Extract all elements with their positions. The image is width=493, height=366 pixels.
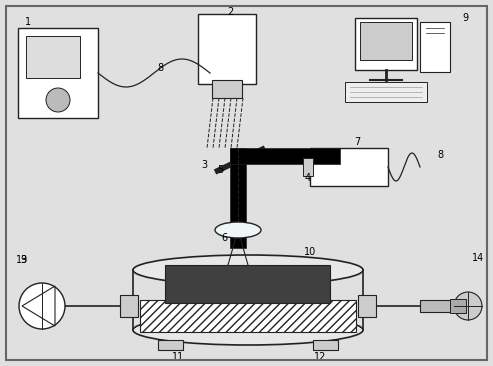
Text: 11: 11 xyxy=(172,352,184,362)
Bar xyxy=(18,28,98,118)
Bar xyxy=(355,18,417,70)
Text: 2: 2 xyxy=(227,7,233,17)
Bar xyxy=(313,340,338,350)
Bar xyxy=(303,158,313,176)
Bar xyxy=(165,265,330,303)
Text: 10: 10 xyxy=(304,247,316,257)
Bar xyxy=(420,300,452,312)
Ellipse shape xyxy=(215,222,261,238)
Text: 4: 4 xyxy=(305,173,311,183)
Ellipse shape xyxy=(19,283,65,329)
Text: 12: 12 xyxy=(314,352,326,362)
Bar xyxy=(310,148,388,186)
Text: 3: 3 xyxy=(201,160,207,170)
Text: 1: 1 xyxy=(25,17,31,27)
Text: 6: 6 xyxy=(221,233,227,243)
Text: 14: 14 xyxy=(472,253,484,263)
Ellipse shape xyxy=(454,292,482,320)
Ellipse shape xyxy=(133,255,363,285)
Bar xyxy=(358,295,376,317)
Bar xyxy=(230,148,246,248)
Bar xyxy=(120,295,138,317)
Bar xyxy=(360,22,412,60)
Bar xyxy=(420,22,450,72)
Bar xyxy=(26,36,80,78)
Bar xyxy=(140,300,356,332)
Text: 13: 13 xyxy=(16,255,28,265)
Bar xyxy=(198,14,256,84)
Bar xyxy=(212,80,242,98)
Text: 8: 8 xyxy=(157,63,163,73)
Text: 7: 7 xyxy=(354,137,360,147)
Bar xyxy=(345,82,427,102)
Text: 5: 5 xyxy=(217,165,223,175)
Text: 8: 8 xyxy=(437,150,443,160)
Bar xyxy=(230,148,340,164)
Text: 9: 9 xyxy=(20,255,26,265)
Ellipse shape xyxy=(46,88,70,112)
Text: 9: 9 xyxy=(462,13,468,23)
Bar xyxy=(450,299,466,313)
Bar xyxy=(158,340,183,350)
Ellipse shape xyxy=(133,315,363,345)
